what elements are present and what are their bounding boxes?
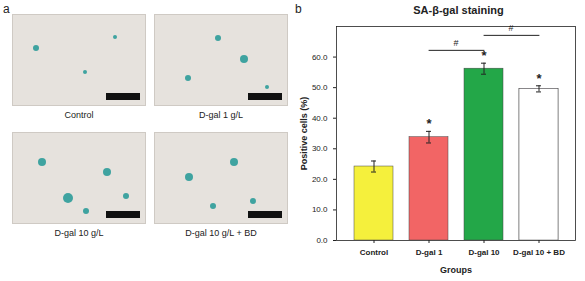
html-text:D-gal 1 g/L: D-gal 1 g/L bbox=[199, 110, 243, 120]
svg-text:*: * bbox=[426, 116, 432, 131]
html-text:D-gal 10 g/L + BD: D-gal 10 g/L + BD bbox=[185, 228, 257, 238]
svg-text:D-gal 1: D-gal 1 bbox=[416, 248, 443, 257]
html-text:Control: Control bbox=[64, 110, 94, 120]
html-text:b: b bbox=[295, 2, 302, 16]
html-text:D-gal 10 g/L: D-gal 10 g/L bbox=[54, 228, 104, 238]
svg-text:Groups: Groups bbox=[440, 265, 472, 275]
svg-text:Positive cells (%): Positive cells (%) bbox=[299, 97, 309, 171]
svg-text:30.0: 30.0 bbox=[312, 144, 328, 153]
svg-text:10.0: 10.0 bbox=[312, 205, 328, 214]
svg-text:40.0: 40.0 bbox=[312, 114, 328, 123]
svg-text:*: * bbox=[536, 71, 542, 86]
svg-text:D-gal 10: D-gal 10 bbox=[468, 248, 500, 257]
svg-text:D-gal 10 + BD: D-gal 10 + BD bbox=[513, 248, 565, 257]
svg-text:50.0: 50.0 bbox=[312, 83, 328, 92]
svg-text:20.0: 20.0 bbox=[312, 175, 328, 184]
svg-text:#: # bbox=[453, 38, 458, 48]
svg-text:60.0: 60.0 bbox=[312, 53, 328, 62]
svg-text:Control: Control bbox=[360, 248, 388, 257]
svg-text:#: # bbox=[508, 23, 513, 33]
svg-text:0.0: 0.0 bbox=[316, 236, 328, 245]
html-text:a: a bbox=[3, 2, 10, 16]
html-text:SA-β-gal staining: SA-β-gal staining bbox=[413, 4, 504, 16]
